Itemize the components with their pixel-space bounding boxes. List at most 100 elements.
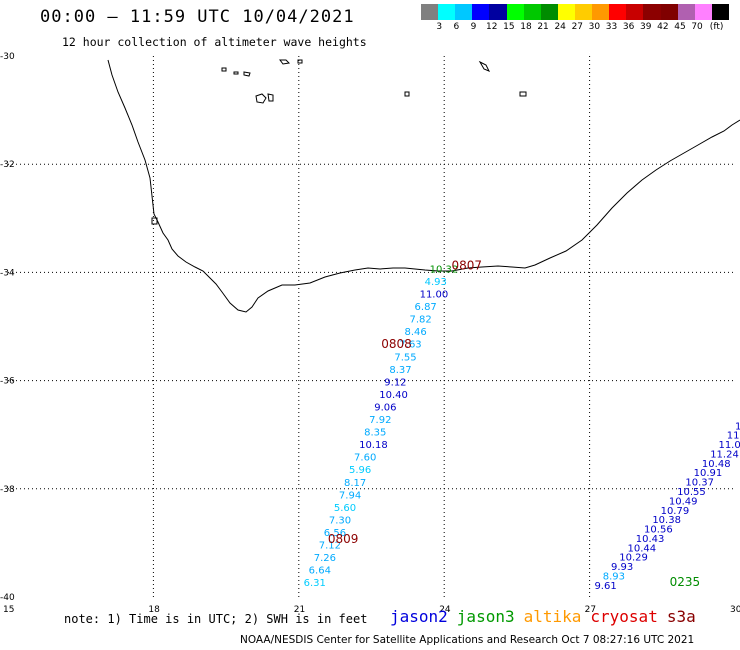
satellite-legend: jason2 jason3 altika cryosat s3a (390, 607, 705, 626)
wave-height-value: 9.61 (594, 581, 616, 592)
colorbar-label: 45 (674, 22, 686, 32)
wave-height-value: 8.37 (389, 365, 411, 376)
islands (151, 59, 527, 225)
colorbar-swatch (626, 4, 644, 20)
wave-height-value: 7.55 (394, 352, 416, 363)
latitude-label: -40 (0, 593, 15, 603)
wave-height-value: 10.32 (430, 264, 459, 275)
longitude-label: 30 (730, 605, 740, 615)
wave-height-value: 10.40 (379, 390, 408, 401)
latitude-label: -36 (0, 377, 15, 387)
latitude-labels: -30 -32 -34 -36 -38 -40 (0, 52, 15, 603)
longitude-labels: 15 18 21 24 27 30 (3, 605, 740, 615)
wave-height-value: 10.44 (628, 543, 657, 554)
wave-height-value: 8.17 (344, 478, 366, 489)
latitude-label: -32 (0, 160, 15, 170)
wave-height-value: 8.35 (364, 428, 386, 439)
pass-time-label: 0807 (451, 259, 482, 273)
wave-height-value: 10.55 (677, 487, 706, 498)
latitude-label: -34 (0, 268, 15, 278)
colorbar-label: 18 (520, 22, 532, 32)
colorbar-label: 70 (691, 22, 703, 32)
colorbar-swatch (643, 4, 661, 20)
wave-height-value: 11.24 (710, 449, 739, 460)
wave-height-value: 10.49 (669, 496, 698, 507)
colorbar-swatch (438, 4, 456, 20)
latitude-label: -38 (0, 485, 15, 495)
wave-height-value: 10.91 (694, 468, 723, 479)
colorbar-swatch (592, 4, 610, 20)
colorbar-labels: 3 6 9 12 15 18 21 24 27 30 33 36 39 42 45 70 (ft) (421, 22, 739, 34)
wave-height-value: 7.60 (354, 453, 376, 464)
colorbar-swatch (506, 4, 524, 20)
wave-height-value: 7.63 (399, 340, 421, 351)
wave-height-value: 10.48 (702, 459, 731, 470)
wave-height-value: 6.87 (415, 302, 437, 313)
wave-height-value: 5.96 (349, 465, 371, 476)
map-title: 00:00 – 11:59 UTC 10/04/2021 (40, 7, 355, 27)
colorbar-label: (ft) (709, 22, 724, 32)
wave-height-value: 7.30 (329, 515, 351, 526)
wave-height-value: 10.43 (636, 534, 665, 545)
map-subtitle: 12 hour collection of altimeter wave hei… (62, 35, 367, 49)
colorbar-label: 6 (453, 22, 460, 32)
pass-time-label: 0235 (670, 575, 701, 589)
wave-height-value: 10.56 (644, 525, 673, 536)
colorbar-swatch (609, 4, 627, 20)
colorbar-swatch (574, 4, 593, 20)
pass-time-labels: 0807 0808 0809 0235 (328, 259, 700, 589)
wave-height-value: 10.18 (359, 440, 388, 451)
wave-height-value: 7.82 (409, 315, 431, 326)
wave-height-value: 6.56 (324, 528, 346, 539)
footer-credit: NOAA/NESDIS Center for Satellite Applica… (240, 634, 695, 646)
south-africa-coastline (107, 59, 740, 313)
colorbar-swatch (694, 4, 712, 20)
wave-height-value: 9.06 (374, 402, 396, 413)
wave-height-value: 4.93 (425, 277, 447, 288)
colorbar-swatch (489, 4, 507, 20)
pass-time-label: 0809 (328, 532, 359, 546)
colorbar-label: 33 (605, 22, 618, 32)
colorbar-swatch (540, 4, 558, 20)
altimeter-track-west: 10.324.9311.006.877.828.467.637.558.379.… (304, 264, 459, 589)
colorbar-label: 24 (554, 22, 566, 32)
colorbar-swatch (660, 4, 678, 20)
longitude-label: 21 (294, 605, 305, 615)
colorbar-swatch (421, 4, 439, 20)
colorbar-label: 36 (622, 22, 635, 32)
legend-altika: altika (523, 607, 582, 626)
wave-height-value: 5.60 (334, 503, 356, 514)
wave-height-value: 7.12 (319, 541, 341, 552)
wave-height-value: 6.31 (304, 578, 326, 589)
wave-height-value: 7.94 (339, 490, 361, 501)
wave-height-value: 9.93 (611, 562, 633, 573)
graticule (8, 56, 735, 597)
colorbar-label: 30 (588, 22, 601, 32)
wave-height-value: 10.38 (652, 515, 681, 526)
colorbar-label: 9 (470, 22, 477, 32)
colorbar-label: 15 (503, 22, 515, 32)
longitude-label: 15 (3, 605, 14, 615)
wave-height-value: 11. (727, 431, 740, 442)
colorbar-label: 21 (537, 22, 549, 32)
colorbar-swatch (455, 4, 473, 20)
legend-cryosat: cryosat (590, 607, 658, 626)
altimeter-track-east: 9.618.939.9310.2910.4410.4310.5610.3810.… (594, 421, 740, 592)
colorbar-label: 39 (640, 22, 652, 32)
pass-time-label: 0808 (381, 337, 412, 351)
colorbar-swatch (523, 4, 541, 20)
colorbar-label: 27 (571, 22, 584, 32)
longitude-label: 24 (439, 605, 451, 615)
wave-height-value: 10.29 (619, 553, 648, 564)
wave-height-value: 10.37 (685, 478, 714, 489)
wave-height-value: 7.92 (369, 415, 391, 426)
colorbar-label: 3 (436, 22, 443, 32)
wave-height-value: 8.46 (404, 327, 426, 338)
legend-s3a: s3a (666, 607, 696, 626)
wave-height-value: 11.00 (420, 290, 449, 301)
wave-height-value: 11.0 (718, 440, 740, 451)
wave-height-value: 7.26 (314, 553, 336, 564)
wave-height-value: 9.12 (384, 377, 406, 388)
colorbar-swatch (472, 4, 490, 20)
